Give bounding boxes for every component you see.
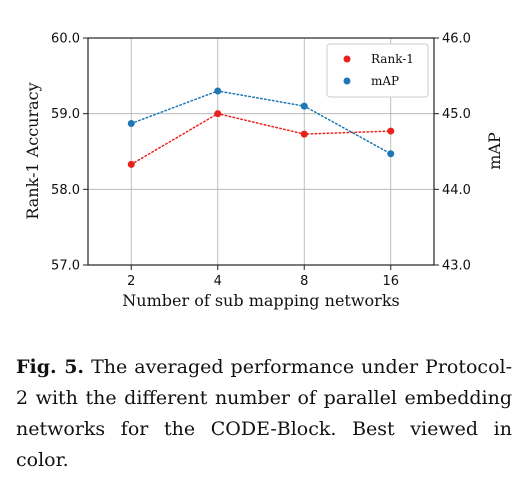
x-tick-label: 8 <box>300 274 308 289</box>
y-tick-label-right: 44.0 <box>442 183 471 198</box>
x-tick-label: 16 <box>382 274 399 289</box>
x-tick-label: 2 <box>127 274 135 289</box>
series-line-rank1 <box>130 112 392 166</box>
chart: 2 4 8 16 57.0 58.0 59.0 60.0 43.0 44.0 45.0 46.0 Nu… <box>23 32 504 311</box>
data-point-rank1 <box>127 160 135 168</box>
figure-caption: Fig. 5. The averaged performance under P… <box>16 352 512 476</box>
data-point-map <box>387 150 395 158</box>
caption-text: The averaged performance under Protocol-… <box>16 356 513 471</box>
axis-ticks: 2 4 8 16 57.0 58.0 59.0 60.0 43.0 44.0 45.0 46.0 <box>51 32 471 290</box>
y-tick-label-left: 60.0 <box>51 32 80 47</box>
data-point-map <box>214 87 222 95</box>
y-tick-label-left: 59.0 <box>51 107 80 122</box>
caption-label: Fig. 5. <box>16 356 85 378</box>
y-tick-label-right: 43.0 <box>442 259 471 274</box>
x-tick-label: 4 <box>214 274 222 289</box>
legend-label-rank1: Rank-1 <box>371 52 414 66</box>
series-line-map <box>130 90 392 155</box>
data-point-map <box>300 102 308 110</box>
y-tick-label-right: 45.0 <box>442 107 471 122</box>
series <box>127 87 395 168</box>
x-axis-label: Number of sub mapping networks <box>122 291 399 310</box>
y-tick-label-right: 46.0 <box>442 32 471 47</box>
y-tick-label-left: 57.0 <box>51 259 80 274</box>
legend-marker-map <box>343 77 351 85</box>
y-axis-label-left: Rank-1 Accuracy <box>23 82 42 219</box>
y-tick-label-left: 58.0 <box>51 183 80 198</box>
legend-label-map: mAP <box>371 74 399 88</box>
data-point-rank1 <box>387 127 395 135</box>
plot-frame <box>87 37 435 266</box>
data-point-rank1 <box>214 110 222 118</box>
y-axis-label-right: mAP <box>485 132 504 170</box>
legend-box <box>326 43 429 98</box>
legend-marker-rank1 <box>343 55 351 63</box>
data-point-map <box>127 120 135 128</box>
legend: Rank-1 mAP <box>326 43 429 98</box>
data-point-rank1 <box>300 130 308 138</box>
